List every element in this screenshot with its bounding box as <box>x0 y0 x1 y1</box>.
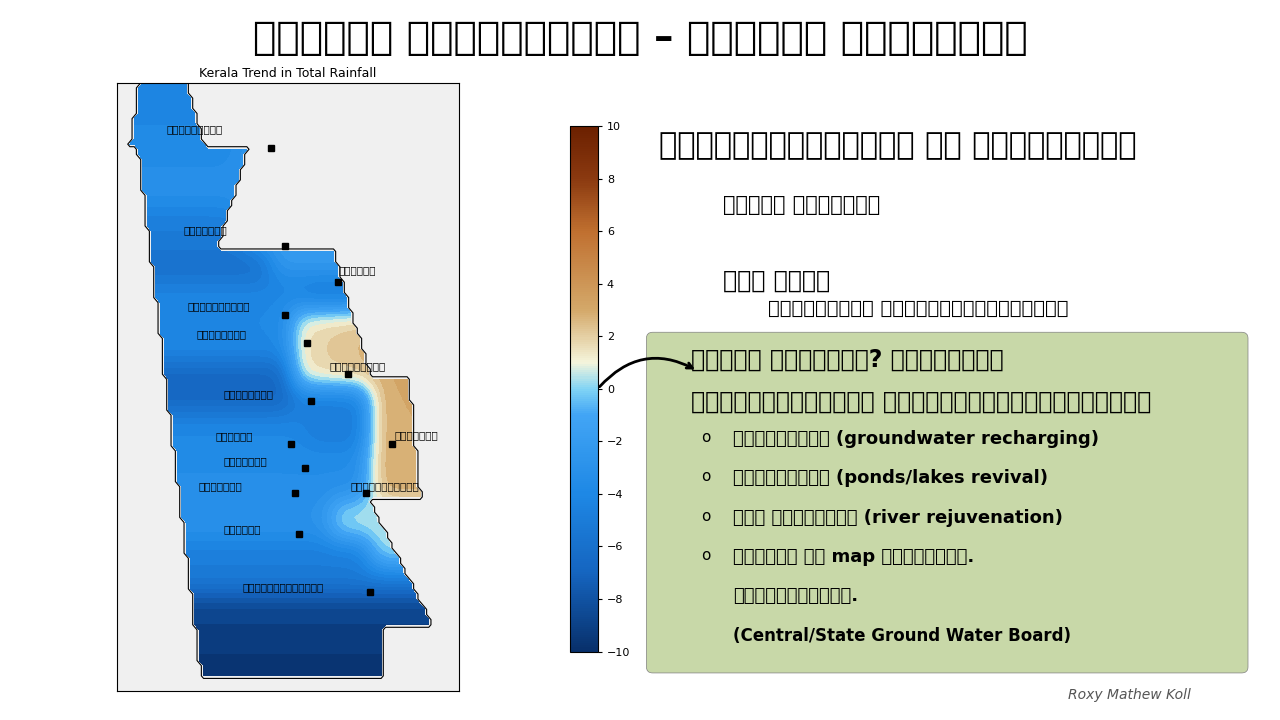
Text: തൃശ്ശൂര്: തൃശ്ശൂര് <box>224 389 274 399</box>
Text: വയനാട്: വയനാട് <box>338 265 375 275</box>
Text: പുഴ പുനര്ജനി (river rejuvenation): പുഴ പുനര്ജനി (river rejuvenation) <box>733 508 1062 527</box>
Text: കോഴിക്കോട്: കോഴിക്കോട് <box>188 301 251 311</box>
Text: കണ്ണൂര്: കണ്ണൂര് <box>183 225 228 235</box>
Text: ജലവര്ഷിണി (ponds/lakes revival): ജലവര്ഷിണി (ponds/lakes revival) <box>733 469 1048 487</box>
Text: o: o <box>701 548 710 563</box>
Text: മലപ്പുറം: മലപ്പുറം <box>196 329 246 339</box>
Text: കോച്ചി: കോച്ചി <box>215 431 253 441</box>
Text: നീല നിറം: നീല നിറം <box>723 269 831 292</box>
Text: കോട്ടയം: കോട്ടയം <box>224 456 268 466</box>
FancyBboxPatch shape <box>646 332 1248 673</box>
Text: Roxy Mathew Koll: Roxy Mathew Koll <box>1068 688 1190 702</box>
Text: മഴപ്പൌലിമ (groundwater recharging): മഴപ്പൌലിമ (groundwater recharging) <box>733 430 1098 448</box>
Text: പദ്ധതികള്‍ക്ക് തുടര്ച്ചയുണ്ടാക്കുക: പദ്ധതികള്‍ക്ക് തുടര്ച്ചയുണ്ടാക്കുക <box>691 390 1152 414</box>
Text: കൊല്ലം: കൊല്ലം <box>224 524 261 534</box>
Text: ഉപയോഗിക്കുക.: ഉപയോഗിക്കുക. <box>733 587 858 605</box>
Text: പത്തനംതിട്ട: പത്തനംതിട്ട <box>351 481 420 491</box>
Text: തിരുവനന്തപുരം: തിരുവനന്തപുരം <box>242 582 324 592</box>
Text: കേരളം ഓട്ടാകെ: കേരളം ഓട്ടാകെ <box>723 195 881 215</box>
Text: o: o <box>701 508 710 523</box>
Text: ആലപ്പുഴ: ആലപ്പുഴ <box>198 481 242 491</box>
Text: മൊത്തത്തിലുള്ള മഴ കുറയുന്നു: മൊത്തത്തിലുള്ള മഴ കുറയുന്നു <box>659 132 1137 161</box>
Title: Kerala Trend in Total Rainfall: Kerala Trend in Total Rainfall <box>200 67 376 80</box>
Text: o: o <box>701 469 710 484</box>
Text: ഭൂഗര്ഭ ജല map ലഭ്യമാണ്‍.: ഭൂഗര്ഭ ജല map ലഭ്യമാണ്‍. <box>733 548 974 566</box>
Text: (Central/State Ground Water Board): (Central/State Ground Water Board) <box>733 627 1071 645</box>
Text: പാലക്കാട്: പാലക്കാട് <box>330 361 387 371</box>
Text: o: o <box>701 430 710 444</box>
Text: എന്ത് ചെയ്യാം? വിജയിച്ച: എന്ത് ചെയ്യാം? വിജയിച്ച <box>691 348 1004 372</box>
Text: കാസര്ഗോഡ്: കാസര്ഗോഡ് <box>166 125 223 135</box>
Text: ഇടുക്കി: ഇടുക്കി <box>394 431 438 441</box>
Text: മഴക്കുറവ്‍ സൂചിപ്പിക്കുന്നു: മഴക്കുറവ്‍ സൂചിപ്പിക്കുന്നു <box>768 299 1069 318</box>
Text: മഴയിലെ മാറ്റങ്ങള്‍ – വരൾച്ച കൂടുന്നു: മഴയിലെ മാറ്റങ്ങള്‍ – വരൾച്ച കൂടുന്നു <box>252 19 1028 57</box>
